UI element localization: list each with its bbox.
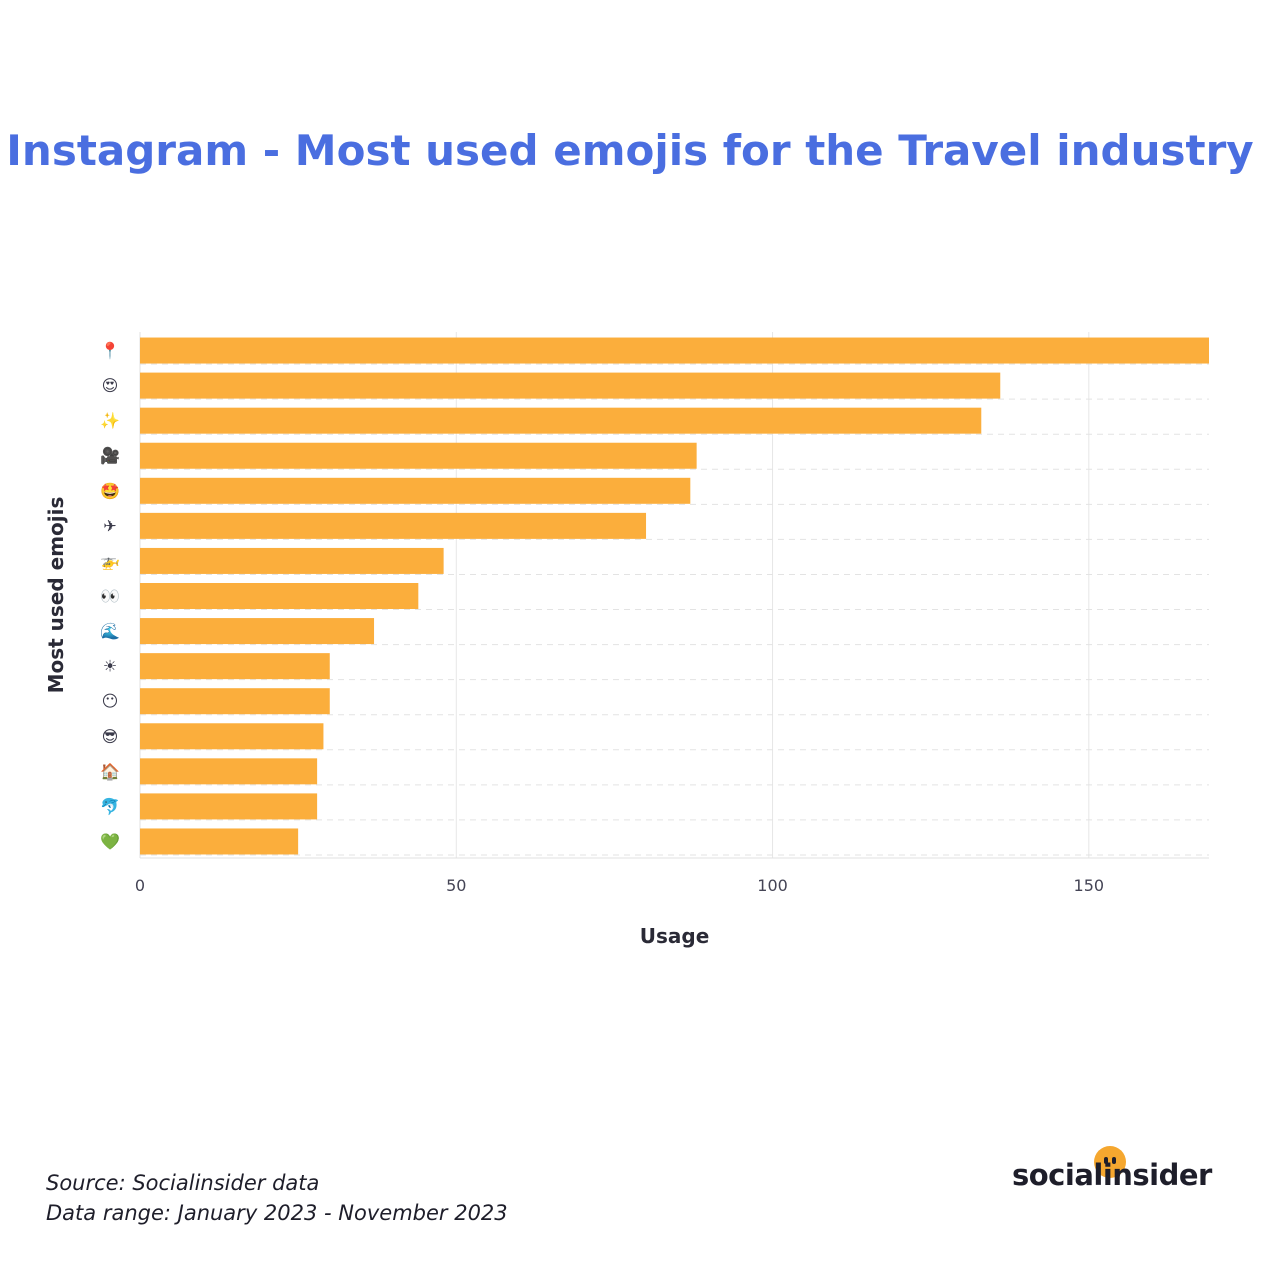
x-axis-title: Usage (640, 924, 710, 948)
y-tick-label: 😎 (102, 727, 119, 746)
y-tick-label: 🎥 (100, 446, 120, 465)
bar (140, 653, 330, 680)
logo-face-icon (1094, 1146, 1126, 1178)
bar (140, 547, 444, 574)
y-tick-label: 🌊 (100, 622, 120, 641)
bar (140, 618, 375, 645)
y-tick-label: ✨ (100, 411, 120, 430)
source-note: Source: Socialinsider data Data range: J… (46, 1168, 508, 1228)
y-tick-label: 🚁 (100, 551, 120, 570)
y-tick-label: 🏠 (100, 762, 120, 781)
bar (140, 442, 697, 469)
bar (140, 793, 318, 820)
bar (140, 512, 647, 539)
chart-title: Instagram - Most used emojis for the Tra… (6, 126, 1254, 175)
bar (140, 407, 982, 434)
bar (140, 688, 330, 715)
y-tick-label: 😍 (102, 376, 119, 395)
bar (140, 583, 419, 609)
y-tick-label: 💚 (100, 832, 120, 851)
x-tick-label: 150 (1074, 876, 1105, 895)
socialinsider-logo: socialinsider (1012, 1142, 1222, 1202)
bar (140, 758, 318, 785)
x-tick-label: 50 (446, 876, 466, 895)
bar (140, 828, 299, 855)
source-line: Source: Socialinsider data (46, 1171, 320, 1195)
y-tick-label: 😶 (102, 692, 119, 711)
x-tick-label: 100 (757, 876, 788, 895)
y-tick-label: 📍 (100, 341, 120, 360)
bar (140, 723, 324, 750)
y-axis-title: Most used emojis (44, 497, 68, 694)
y-tick-label: ✈ (103, 516, 116, 535)
y-tick-label: 🤩 (100, 481, 120, 500)
bar (140, 372, 1001, 399)
y-tick-label: 🐬 (100, 797, 120, 816)
y-tick-label: ☀ (103, 657, 117, 676)
logo-wordmark: socialinsider (1012, 1158, 1212, 1192)
y-tick-label: 👀 (100, 587, 120, 606)
data-range-line: Data range: January 2023 - November 2023 (46, 1201, 508, 1225)
bar (140, 337, 1209, 364)
bar (140, 477, 691, 504)
x-tick-label: 0 (135, 876, 145, 895)
